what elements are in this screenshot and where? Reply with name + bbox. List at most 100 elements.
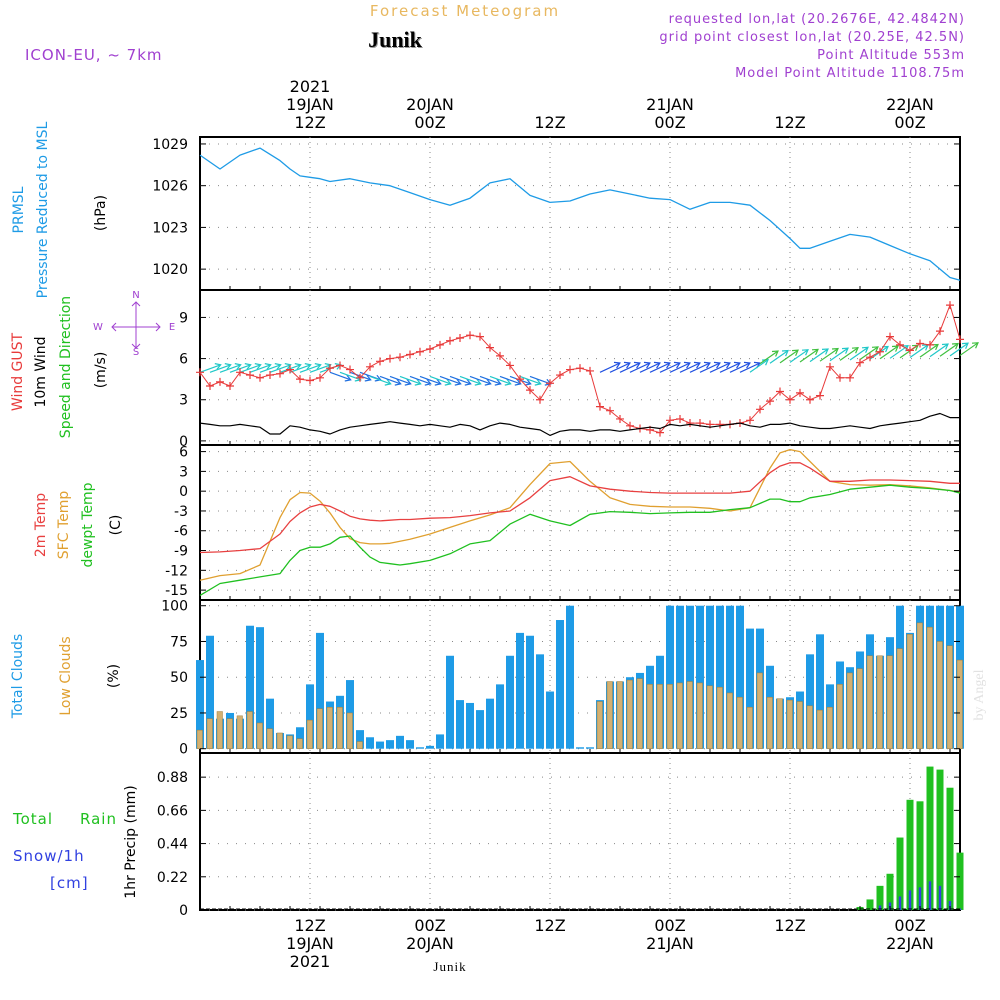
time-label-bottom-hour: 12Z xyxy=(294,916,325,935)
total-cloud-bar xyxy=(676,605,684,749)
gust-point xyxy=(846,373,854,382)
wind-arrowhead xyxy=(344,374,352,382)
total-cloud-bar xyxy=(696,605,704,749)
wind-arrowhead xyxy=(771,350,779,357)
sfc-temp-line xyxy=(199,448,961,581)
compass-w: W xyxy=(93,322,103,333)
total-cloud-bar xyxy=(816,634,824,749)
wind-arrow xyxy=(959,342,979,356)
wind-arrow xyxy=(519,375,541,385)
time-label-top-hour: 12Z xyxy=(534,113,565,132)
wind-arrow xyxy=(819,348,839,362)
total-cloud-bar xyxy=(386,740,394,749)
total-cloud-bar xyxy=(426,745,434,749)
model-altitude: Model Point Altitude 1108.75m xyxy=(735,66,965,81)
rain-bar xyxy=(906,799,914,910)
y-tick-label: 75 xyxy=(170,634,188,650)
low-cloud-bar xyxy=(826,706,833,749)
wind-arrowhead xyxy=(761,359,769,366)
gust-point xyxy=(596,402,604,411)
low-cloud-bar xyxy=(866,655,873,749)
y-tick-label: 1029 xyxy=(152,137,188,153)
wind-gust-label: Wind GUST xyxy=(10,332,26,411)
wind-arrowhead xyxy=(224,363,232,370)
gust-point xyxy=(776,387,784,396)
wind-arrowhead xyxy=(791,349,799,356)
low-cloud-bar xyxy=(786,699,793,749)
time-label-bottom-hour: 00Z xyxy=(654,916,685,935)
temp-series xyxy=(199,448,961,596)
wind-arrowhead xyxy=(254,363,262,370)
snow-bar xyxy=(908,890,912,910)
wind-arrowhead xyxy=(693,361,701,369)
gust-point xyxy=(246,371,254,380)
gust-point xyxy=(206,382,214,391)
wind-arrowhead xyxy=(653,361,661,369)
low-cloud-bar xyxy=(926,626,933,749)
low-cloud-bar xyxy=(746,706,753,749)
gust-point xyxy=(586,366,594,375)
snow-bar xyxy=(938,885,942,910)
gust-point xyxy=(956,335,964,344)
total-cloud-bar xyxy=(716,605,724,749)
wind-arrowhead xyxy=(414,378,422,386)
wind-arrow xyxy=(659,362,681,373)
rain-bar xyxy=(946,787,954,910)
total-cloud-bar xyxy=(686,605,694,749)
gust-point xyxy=(746,416,754,425)
time-label-bottom-date: 21JAN xyxy=(646,934,694,953)
wind-arrow xyxy=(809,348,829,363)
wind-arrowhead xyxy=(841,347,849,354)
pressure-series xyxy=(199,147,961,281)
y-tick-label: 100 xyxy=(161,599,188,615)
compass-e: E xyxy=(169,322,175,333)
wind-arrowhead xyxy=(743,361,751,369)
time-label-top-hour: 12Z xyxy=(294,113,325,132)
wind-arrow xyxy=(439,375,461,385)
gust-point xyxy=(676,414,684,423)
total-cloud-bar xyxy=(806,654,814,749)
wind-arrowhead xyxy=(244,363,252,370)
y-tick-label: 0.22 xyxy=(157,870,188,886)
wind-arrow xyxy=(669,362,691,373)
wind-arrowhead xyxy=(444,378,452,386)
gust-point xyxy=(666,416,674,425)
y-tick-label: 1026 xyxy=(152,179,188,195)
gust-point xyxy=(406,350,414,359)
requested-coords: requested lon,lat (20.2676E, 42.4842N) xyxy=(669,12,965,27)
snow-label: Snow/1h xyxy=(13,847,85,865)
total-cloud-bar xyxy=(256,627,264,749)
wind-arrow xyxy=(639,362,661,373)
wind-arrow xyxy=(629,362,651,373)
total-cloud-bar xyxy=(406,740,414,749)
wind-arrowhead xyxy=(723,361,731,369)
gust-point xyxy=(856,358,864,367)
gust-point xyxy=(426,344,434,353)
low-cloud-bar xyxy=(336,706,343,749)
low-cloud-bar xyxy=(946,645,953,749)
low-cloud-bar xyxy=(596,701,603,749)
low-cloud-bar xyxy=(756,672,763,749)
y-tick-label: -15 xyxy=(165,583,188,599)
temp-sfc-label: SFC Temp xyxy=(56,491,72,560)
wind-arrowhead xyxy=(314,363,322,370)
gust-point xyxy=(286,365,294,374)
low-cloud-bar xyxy=(246,711,253,749)
total-cloud-bar xyxy=(486,698,494,749)
gust-point xyxy=(836,373,844,382)
wind-series xyxy=(196,301,979,437)
low-cloud-bar xyxy=(676,682,683,749)
wind-arrow xyxy=(339,371,361,381)
wind-arrowhead xyxy=(881,345,889,353)
total-cloud-bar xyxy=(586,747,594,749)
time-label-bottom-hour: 00Z xyxy=(414,916,445,935)
wind-arrowhead xyxy=(821,348,829,355)
total-cloud-bar xyxy=(476,710,484,749)
low-cloud-bar xyxy=(776,698,783,749)
wind-10m-label: 10m Wind xyxy=(33,336,49,407)
wind-arrow xyxy=(939,343,959,357)
wind-speed-line xyxy=(199,412,960,436)
panel-frame xyxy=(199,752,961,911)
total-cloud-bar xyxy=(726,605,734,749)
